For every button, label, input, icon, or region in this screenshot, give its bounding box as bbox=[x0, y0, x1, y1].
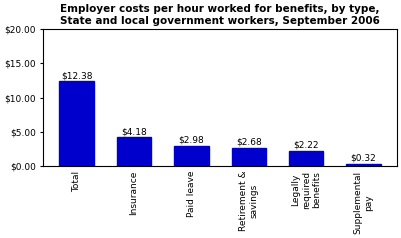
Bar bbox=[232, 148, 266, 166]
Bar bbox=[174, 145, 209, 166]
Text: $2.98: $2.98 bbox=[178, 135, 205, 144]
Text: $2.68: $2.68 bbox=[236, 138, 262, 147]
Bar bbox=[117, 137, 151, 166]
Text: $0.32: $0.32 bbox=[351, 154, 377, 163]
Text: $12.38: $12.38 bbox=[61, 71, 93, 80]
Text: $2.22: $2.22 bbox=[294, 141, 319, 150]
Title: Employer costs per hour worked for benefits, by type,
State and local government: Employer costs per hour worked for benef… bbox=[60, 4, 380, 26]
Bar bbox=[289, 151, 323, 166]
Text: $4.18: $4.18 bbox=[121, 127, 147, 136]
Bar bbox=[59, 81, 94, 166]
Bar bbox=[346, 164, 381, 166]
